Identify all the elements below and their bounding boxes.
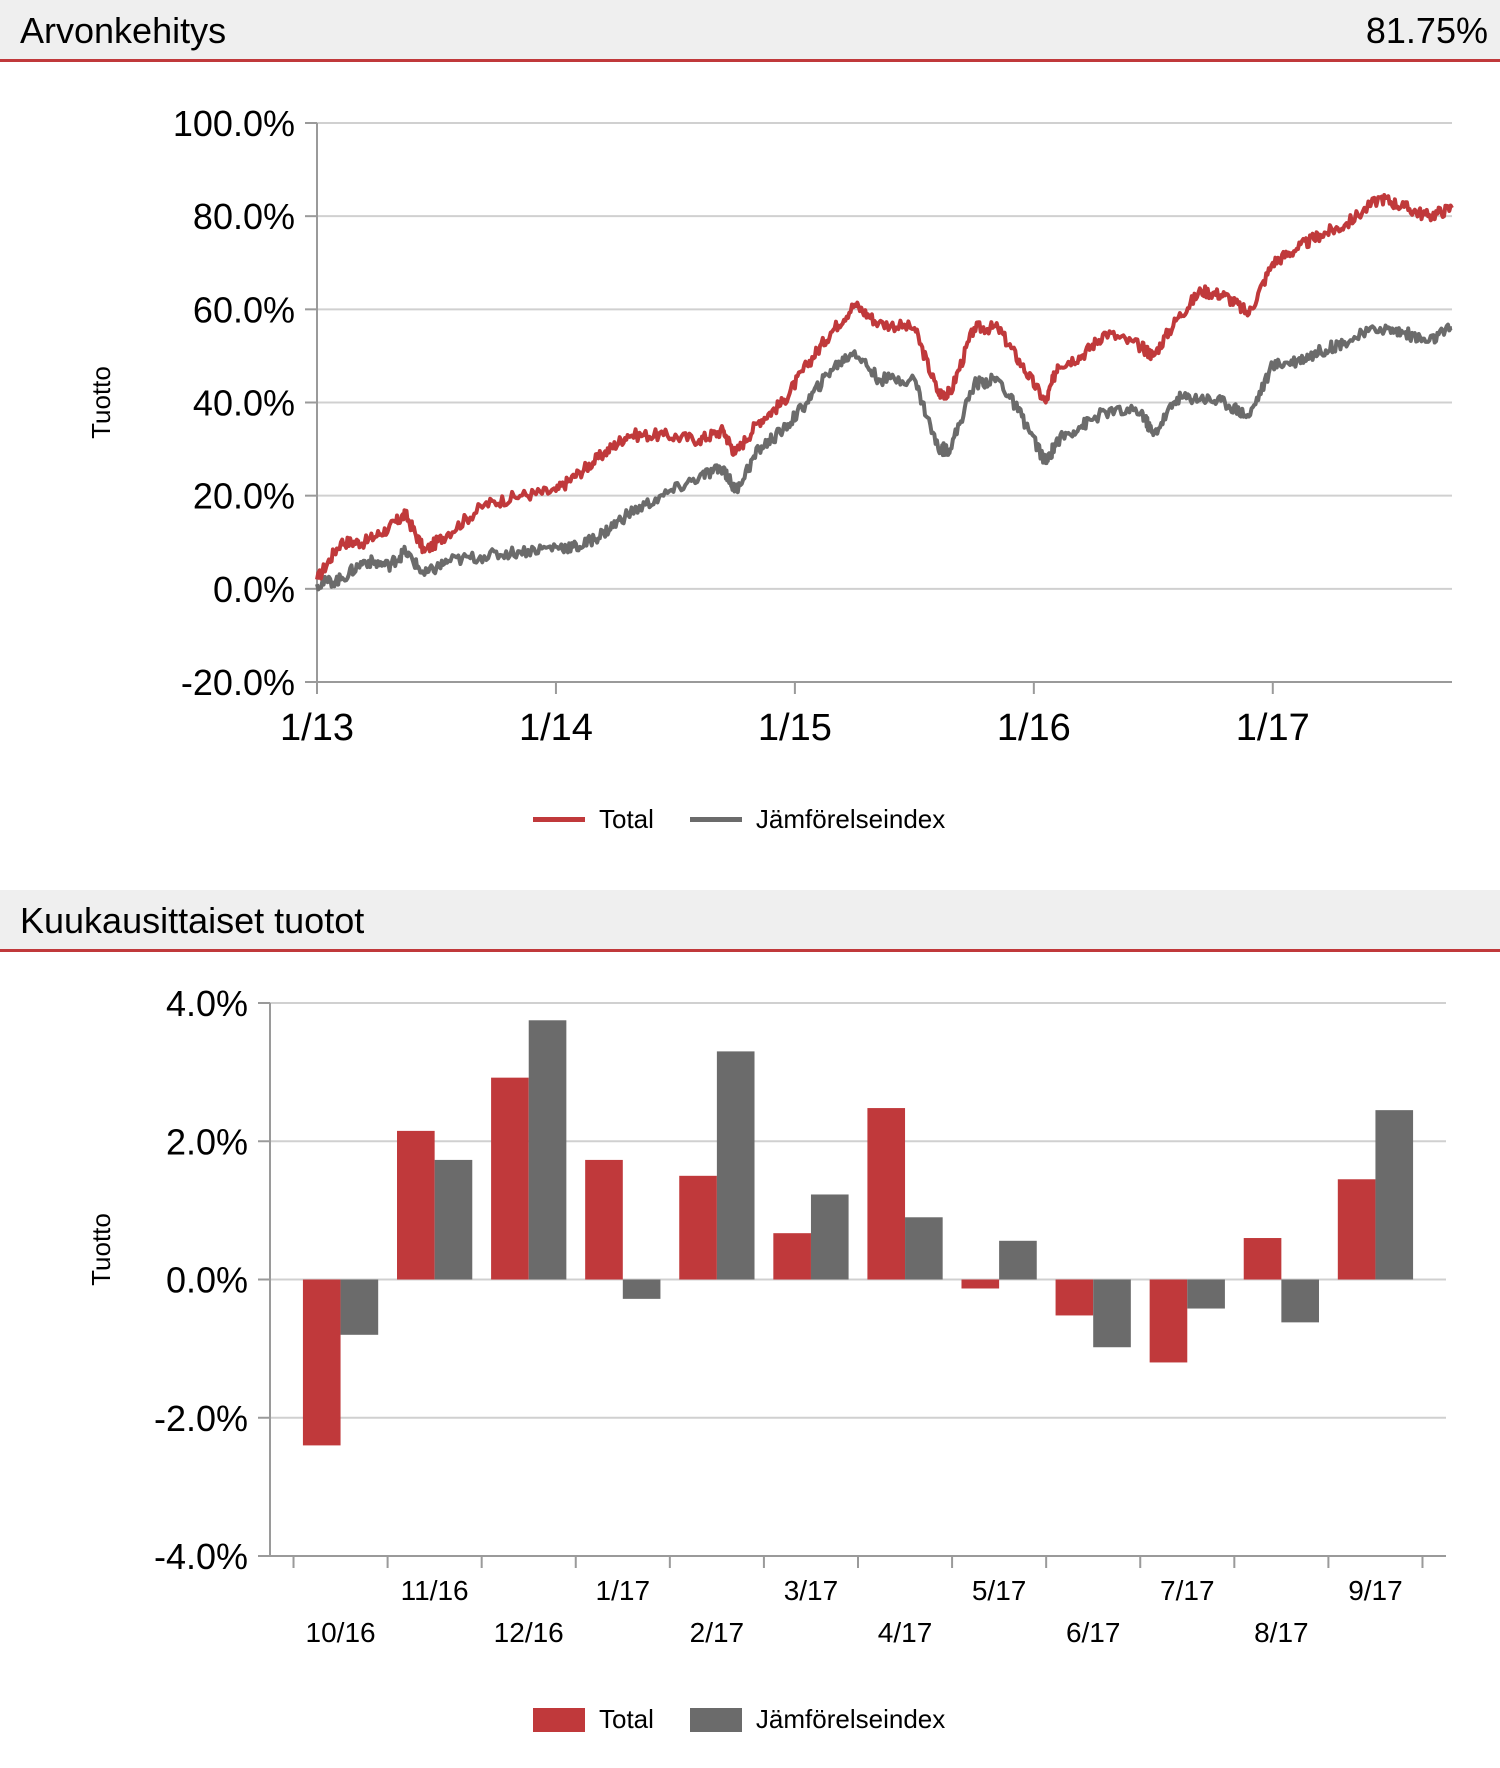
bar-index bbox=[340, 1279, 379, 1335]
bar-index bbox=[1093, 1279, 1131, 1348]
bar-index bbox=[905, 1217, 943, 1280]
legend-item-index: Jämförelseindex bbox=[689, 804, 946, 835]
section-title: Arvonkehitys bbox=[20, 10, 227, 51]
x-tick-label: 6/17 bbox=[1066, 1617, 1121, 1648]
x-tick-label: 3/17 bbox=[784, 1575, 839, 1606]
x-tick-label: 1/16 bbox=[997, 707, 1071, 749]
bar-index bbox=[622, 1279, 661, 1299]
bar-total bbox=[397, 1130, 435, 1280]
x-tick-label: 1/15 bbox=[758, 707, 832, 749]
bar-total bbox=[679, 1175, 717, 1280]
line-chart-legend: Total Jämförelseindex bbox=[533, 804, 981, 835]
bar-index bbox=[999, 1240, 1037, 1280]
bar-total bbox=[1149, 1279, 1188, 1363]
legend-item-total: Total bbox=[533, 804, 654, 835]
y-tick-label: -20.0% bbox=[181, 662, 295, 703]
legend-item-total: Total bbox=[533, 1704, 654, 1735]
bar-index bbox=[716, 1051, 755, 1280]
bar-total bbox=[1055, 1279, 1094, 1316]
bar-total bbox=[773, 1233, 811, 1280]
bar-total bbox=[585, 1159, 623, 1280]
y-tick-label: 0.0% bbox=[213, 569, 295, 610]
y-axis-label: Tuotto bbox=[86, 1213, 116, 1286]
y-tick-label: -2.0% bbox=[154, 1398, 248, 1439]
series-line-index bbox=[315, 322, 1453, 592]
bar-total bbox=[1243, 1238, 1282, 1280]
section-title: Kuukausittaiset tuotot bbox=[20, 900, 365, 941]
bar-total bbox=[961, 1279, 1000, 1289]
y-tick-label: 60.0% bbox=[193, 289, 295, 330]
y-tick-label: 20.0% bbox=[193, 476, 295, 517]
y-axis-label: Tuotto bbox=[86, 366, 116, 439]
legend-item-index: Jämförelseindex bbox=[689, 1704, 946, 1735]
x-tick-label: 9/17 bbox=[1348, 1575, 1403, 1606]
y-tick-label: 0.0% bbox=[166, 1260, 248, 1301]
legend-label: Total bbox=[599, 1704, 654, 1734]
y-tick-label: 4.0% bbox=[166, 983, 248, 1024]
x-tick-label: 12/16 bbox=[494, 1617, 564, 1648]
x-tick-label: 11/16 bbox=[401, 1575, 469, 1606]
bar-index bbox=[1187, 1279, 1225, 1309]
x-tick-label: 1/17 bbox=[596, 1575, 651, 1606]
monthly-returns-header: Kuukausittaiset tuotot bbox=[0, 890, 1500, 952]
x-tick-label: 8/17 bbox=[1254, 1617, 1309, 1648]
x-tick-label: 4/17 bbox=[878, 1617, 933, 1648]
legend-swatch-index bbox=[689, 1707, 742, 1732]
x-tick-label: 1/17 bbox=[1236, 707, 1310, 749]
series-line-total bbox=[315, 193, 1454, 581]
x-tick-label: 2/17 bbox=[690, 1617, 745, 1648]
bar-total bbox=[302, 1279, 341, 1446]
y-tick-label: 100.0% bbox=[173, 103, 295, 144]
x-tick-label: 5/17 bbox=[972, 1575, 1027, 1606]
legend-swatch-index bbox=[689, 817, 742, 822]
x-tick-label: 1/14 bbox=[519, 707, 593, 749]
total-return-value: 81.75% bbox=[1365, 10, 1488, 51]
y-tick-label: -4.0% bbox=[154, 1536, 248, 1577]
legend-swatch-total bbox=[533, 817, 585, 822]
legend-label: Jämförelseindex bbox=[755, 804, 946, 834]
y-tick-label: 40.0% bbox=[193, 383, 295, 424]
bar-total bbox=[491, 1077, 529, 1280]
bar-index bbox=[434, 1159, 473, 1280]
x-tick-label: 7/17 bbox=[1160, 1575, 1215, 1606]
value-development-chart: -20.0% 0.0% 20.0% 40.0% 60.0% 80.0% 100.0% 1/13… bbox=[86, 103, 1454, 749]
bar-total bbox=[1337, 1179, 1376, 1280]
bar-index bbox=[810, 1194, 849, 1280]
bar-chart-legend: Total Jämförelseindex bbox=[533, 1704, 981, 1735]
x-tick-label: 1/13 bbox=[280, 707, 354, 749]
y-tick-label: 80.0% bbox=[193, 196, 295, 237]
bar-index bbox=[528, 1020, 567, 1280]
bar-index bbox=[1281, 1279, 1319, 1323]
legend-swatch-total bbox=[533, 1707, 585, 1732]
bar-index bbox=[1375, 1110, 1414, 1280]
y-tick-label: 2.0% bbox=[166, 1121, 248, 1162]
legend-label: Total bbox=[599, 804, 654, 834]
legend-label: Jämförelseindex bbox=[755, 1704, 946, 1734]
x-tick-label: 10/16 bbox=[306, 1617, 376, 1648]
value-development-header: Arvonkehitys 81.75% bbox=[0, 0, 1500, 62]
bar-total bbox=[867, 1108, 906, 1280]
